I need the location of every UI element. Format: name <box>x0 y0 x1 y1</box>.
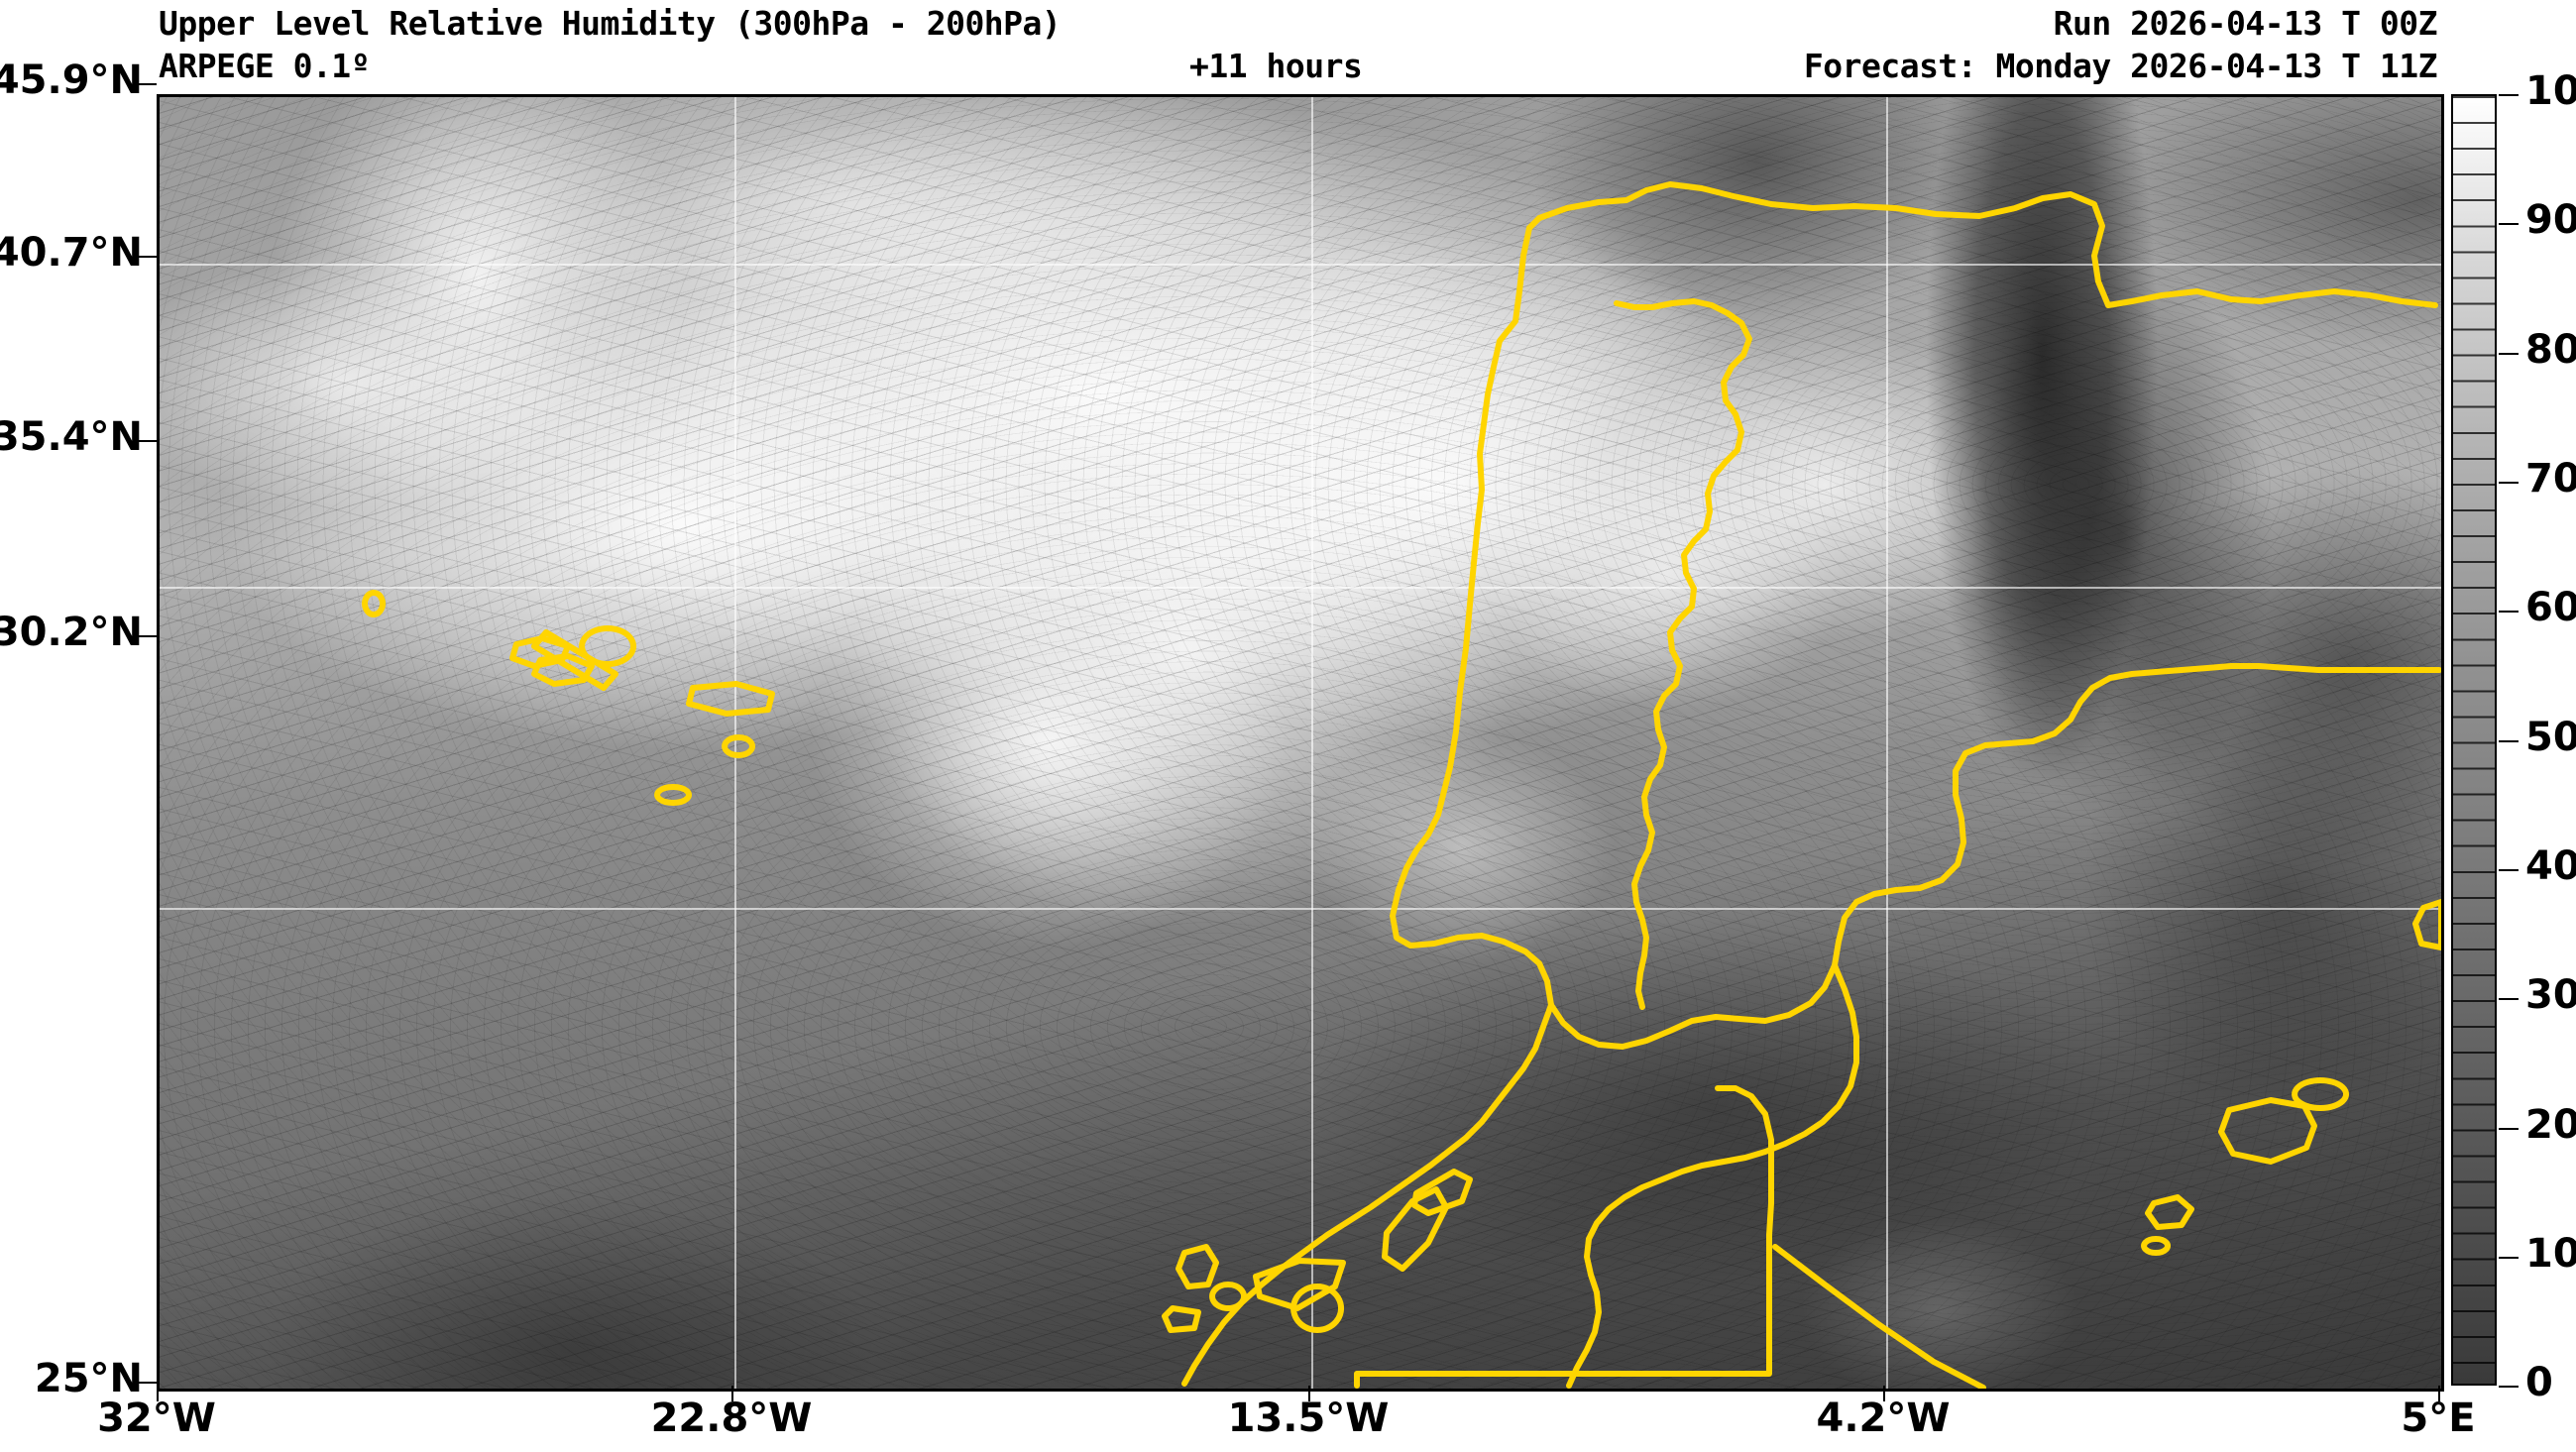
coastline-madeira <box>654 784 693 806</box>
page-title: Upper Level Relative Humidity (300hPa - … <box>159 4 1062 43</box>
x-axis-label-4: 5°E <box>2401 1396 2476 1441</box>
coastline-canary-gran-canaria <box>1290 1284 1345 1333</box>
colorbar-tick-6 <box>2499 869 2519 871</box>
colorbar-tick-8 <box>2499 1128 2519 1130</box>
border-western-sahara <box>1354 1232 1772 1389</box>
coastline-spain-south <box>1548 663 2441 1050</box>
gridline-lat-30-2 <box>160 908 2441 910</box>
y-axis-tick-0 <box>139 83 157 85</box>
coastline-morocco-atlantic <box>1181 1002 1554 1387</box>
colorbar-tick-1 <box>2499 223 2519 225</box>
x-axis-tick-0 <box>157 1386 159 1401</box>
coastline-overlay <box>362 181 2441 1389</box>
coastline-azores-santa-maria <box>722 734 756 758</box>
colorbar-label-8: 20 <box>2525 1102 2576 1148</box>
gridline-lat-40-7 <box>160 264 2441 266</box>
humidity-dry-9 <box>160 97 2441 1389</box>
forecast-valid-label: Forecast: Monday 2026-04-13 T 11Z <box>1803 47 2438 85</box>
coastline-azores-sao-miguel <box>686 681 775 717</box>
colorbar-label-3: 70 <box>2525 456 2576 502</box>
colorbar-tick-2 <box>2499 353 2519 355</box>
colorbar-label-9: 10 <box>2525 1231 2576 1277</box>
colorbar-label-5: 50 <box>2525 715 2576 760</box>
model-name-label: ARPEGE 0.1º <box>159 47 371 85</box>
border-portugal-spain <box>1614 298 1752 1010</box>
y-axis-label-4: 25°N <box>34 1356 143 1401</box>
coastline-mallorca <box>2218 1097 2317 1165</box>
x-axis-tick-3 <box>1883 1386 1885 1401</box>
contour-lines-4 <box>160 97 2441 1389</box>
colorbar-label-2: 80 <box>2525 327 2576 373</box>
coastline-canary-la-gomera <box>1209 1282 1248 1311</box>
border-morocco-algeria <box>1566 962 1859 1389</box>
y-axis-tick-4 <box>139 1382 157 1384</box>
humidity-dry-8 <box>160 97 2441 1389</box>
colorbar-tick-9 <box>2499 1257 2519 1259</box>
coastline-menorca <box>2292 1077 2350 1111</box>
gridline-lon-13-5w <box>1311 97 1313 1389</box>
humidity-field <box>160 97 2441 1389</box>
gridline-lat-35-4 <box>160 587 2441 589</box>
coastline-azores-corvo <box>362 590 387 617</box>
y-axis-label-0: 45.9°N <box>0 57 143 103</box>
coastline-portugal <box>1390 225 1554 1008</box>
colorbar-label-7: 30 <box>2525 972 2576 1018</box>
colorbar-label-10: 0 <box>2525 1360 2553 1405</box>
coastline-azores-faial <box>531 653 595 687</box>
y-axis-tick-3 <box>139 635 157 637</box>
humidity-dry-3 <box>160 97 2441 1389</box>
colorbar-label-6: 40 <box>2525 843 2576 889</box>
x-axis-label-3: 4.2°W <box>1816 1396 1951 1441</box>
coastline-canary-la-palma <box>1176 1244 1219 1289</box>
humidity-dry-4 <box>160 97 2441 1389</box>
border-algeria-mali <box>1772 1244 1986 1389</box>
coastline-iberia <box>1526 181 2438 308</box>
y-axis-label-1: 40.7°N <box>0 230 143 276</box>
gridline-lon-22-8w <box>734 97 736 1389</box>
model-run-label: Run 2026-04-13 T 00Z <box>2053 4 2438 43</box>
coastline-formentera <box>2141 1236 2172 1256</box>
humidity-dry-7 <box>160 97 2441 1389</box>
y-axis-tick-1 <box>139 256 157 258</box>
colorbar-tick-0 <box>2499 94 2519 96</box>
colorbar-tick-3 <box>2499 482 2519 484</box>
colorbar-label-0: 100 <box>2525 68 2576 114</box>
coastline-ibiza <box>2145 1194 2194 1230</box>
coastline-azores-terceira <box>579 625 637 667</box>
x-axis-label-2: 13.5°W <box>1227 1396 1390 1441</box>
colorbar-contour-lines <box>2453 96 2495 1384</box>
coastline-canary-lanzarote <box>1411 1169 1473 1216</box>
colorbar-tick-5 <box>2499 740 2519 742</box>
colorbar-label-1: 90 <box>2525 197 2576 243</box>
border-western-sahara-north <box>1715 1085 1774 1238</box>
contour-lines-2 <box>160 97 2441 1389</box>
contour-lines-1 <box>160 97 2441 1389</box>
x-axis-label-0: 32°W <box>97 1396 216 1441</box>
contour-lines-3 <box>160 97 2441 1389</box>
x-axis-tick-2 <box>1308 1386 1310 1401</box>
x-axis-label-1: 22.8°W <box>650 1396 813 1441</box>
colorbar-tick-4 <box>2499 611 2519 613</box>
y-axis-label-3: 30.2°N <box>0 610 143 655</box>
coastline-canary-el-hierro <box>1162 1305 1201 1333</box>
coastline-sardinia <box>2412 899 2441 950</box>
colorbar-label-4: 60 <box>2525 585 2576 630</box>
coastline-canary-tenerife <box>1253 1258 1346 1311</box>
y-axis-label-2: 35.4°N <box>0 414 143 460</box>
colorbar <box>2451 94 2497 1386</box>
lead-time-label: +11 hours <box>1189 47 1363 85</box>
x-axis-tick-4 <box>2438 1386 2440 1401</box>
y-axis-tick-2 <box>139 440 157 442</box>
humidity-map-plot <box>157 94 2444 1392</box>
map-header: Upper Level Relative Humidity (300hPa - … <box>0 0 2576 94</box>
colorbar-tick-10 <box>2499 1386 2519 1388</box>
colorbar-tick-7 <box>2499 998 2519 1000</box>
x-axis-tick-1 <box>731 1386 733 1401</box>
gridline-lon-4-2w <box>1886 97 1888 1389</box>
